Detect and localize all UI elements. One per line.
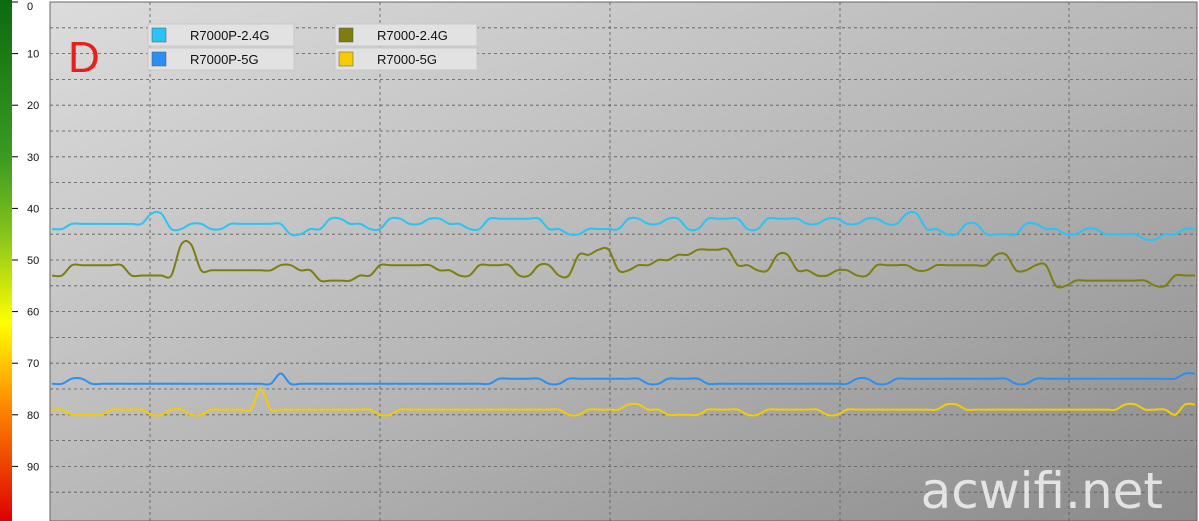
legend-item-bg [334,23,478,47]
plot-area [49,1,1198,521]
series-line-r7000p-2-4g [51,210,1196,241]
y-axis: 0 10 20 30 40 50 60 70 80 90 [12,1,39,473]
y-tick-label: 10 [27,49,39,61]
legend-item: R7000P-2.4G [147,23,295,47]
legend-item: R7000-2.4G [334,23,478,47]
y-tick-label: 50 [27,255,39,267]
legend-label: R7000P-2.4G [190,28,270,43]
legend-item-bg [147,47,295,71]
y-tick-label: 60 [27,307,39,319]
series-line-r7000-2-4g [51,239,1195,289]
legend-item: R7000-5G [334,47,478,71]
y-tick-label: 40 [27,203,39,215]
legend-label: R7000-5G [377,52,437,67]
watermark: acwifi.net [921,462,1163,520]
series-line-r7000p-5g [51,372,1196,386]
legend-label: R7000P-5G [190,52,259,67]
series-line-r7000-5g [51,388,1196,417]
series-lines [51,210,1196,417]
grid [50,2,1197,521]
legend-swatch [151,51,167,67]
panel-label: D [68,33,100,82]
legend: R7000P-2.4G R7000P-5G R7000-2.4G R7000-5G [147,23,478,71]
legend-swatch [338,51,354,67]
legend-swatch [151,27,167,43]
legend-item-bg [147,23,295,47]
legend-item-bg [334,47,478,71]
color-scale-bar [0,0,12,521]
legend-swatch [338,27,354,43]
y-tick-label: 30 [27,152,39,164]
y-tick-label: 70 [27,358,39,370]
legend-item: R7000P-5G [147,47,295,71]
y-tick-label: 80 [27,410,39,422]
y-tick-label: 90 [27,461,39,473]
y-tick-label: 0 [27,1,33,13]
y-tick-label: 20 [27,100,39,112]
legend-label: R7000-2.4G [377,28,448,43]
axis-panel [12,0,50,521]
